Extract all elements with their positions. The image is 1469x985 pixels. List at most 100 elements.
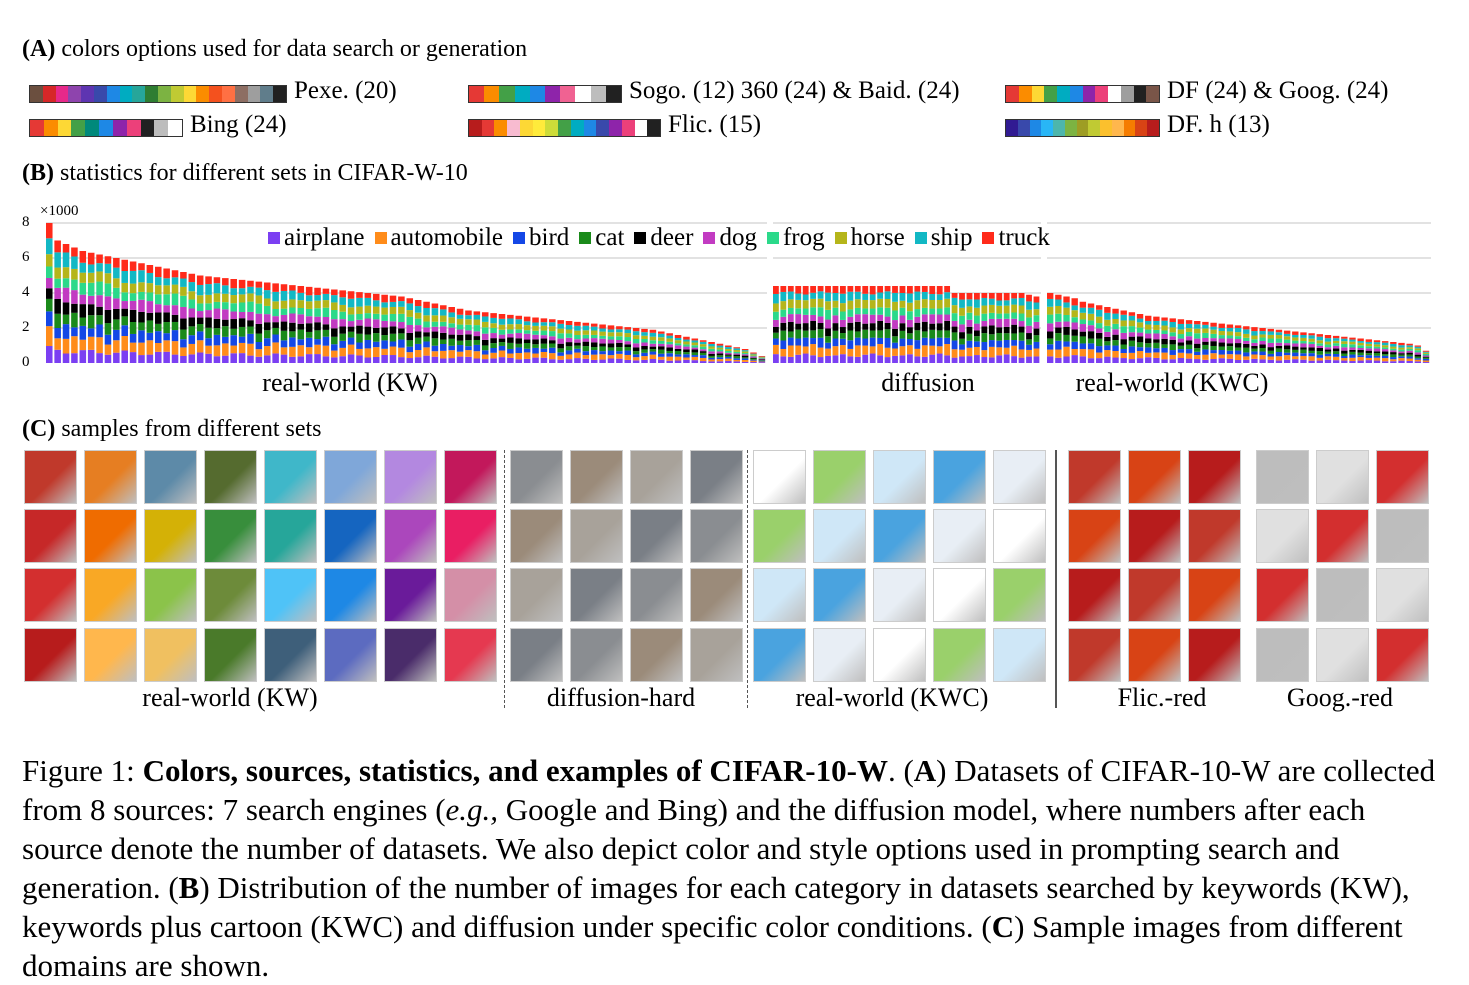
- bar-segment-deer: [490, 338, 497, 344]
- bar-segment-bird: [574, 348, 581, 353]
- bar-segment-airplane: [733, 361, 741, 363]
- bar-segment-horse: [1422, 352, 1430, 354]
- bar-segment-ship: [674, 337, 682, 341]
- bar-segment-deer: [869, 323, 876, 331]
- bar-segment-frog: [974, 315, 980, 324]
- bar-segment-truck: [289, 285, 296, 291]
- bar-segment-horse: [936, 299, 943, 309]
- bar-segment-dog: [599, 338, 606, 344]
- bar-segment-cat: [255, 333, 263, 343]
- bar-segment-bird: [1112, 345, 1119, 351]
- bar-segment-horse: [1316, 340, 1323, 344]
- bar-segment-cat: [974, 336, 980, 342]
- bar-segment-airplane: [632, 360, 640, 363]
- bar-segment-bird: [1145, 347, 1152, 353]
- bar-segment-bird: [1003, 339, 1010, 348]
- bar-segment-frog: [616, 336, 623, 340]
- bar-segment-deer: [1096, 332, 1103, 339]
- bar-segment-airplane: [456, 356, 464, 363]
- bar-segment-dog: [574, 339, 581, 343]
- bar-segment-horse: [1104, 319, 1111, 326]
- bar-segment-automobile: [46, 326, 53, 347]
- bar-segment-airplane: [146, 354, 154, 363]
- bar-segment-automobile: [1071, 349, 1078, 356]
- bar-segment-airplane: [1136, 358, 1144, 363]
- bar-segment-truck: [658, 331, 665, 334]
- bar-segment-airplane: [557, 359, 564, 363]
- legend-swatch: [982, 232, 995, 244]
- bar-segment-frog: [574, 335, 581, 340]
- bar-segment-cat: [1292, 349, 1299, 353]
- bar-segment-airplane: [725, 360, 732, 363]
- bar-segment-deer: [780, 322, 787, 331]
- divider-dashed-2: [747, 450, 748, 708]
- bar-segment-horse: [263, 298, 271, 306]
- bar-segment-ship: [213, 283, 221, 294]
- palette-swatch-2: [1005, 85, 1160, 103]
- bar-segment-truck: [364, 293, 372, 298]
- bar-segment-truck: [892, 286, 898, 293]
- bar-segment-frog: [1373, 346, 1381, 349]
- bar-segment-ship: [1087, 307, 1095, 314]
- bar-segment-cat: [113, 319, 120, 330]
- bar-segment-airplane: [1226, 358, 1234, 363]
- bar-segment-frog: [423, 321, 430, 328]
- legend-swatch: [703, 232, 716, 244]
- bar-segment-deer: [322, 324, 330, 330]
- bar-segment-cat: [1177, 345, 1185, 350]
- bar-segment-automobile: [456, 351, 464, 357]
- bar-segment-automobile: [1332, 356, 1340, 361]
- bar-segment-truck: [1033, 296, 1040, 303]
- bar-segment-horse: [481, 321, 489, 328]
- bar-segment-truck: [523, 316, 531, 322]
- sample-thumbnail: [570, 628, 623, 682]
- bar-segment-cat: [339, 333, 346, 341]
- sample-thumbnail: [444, 509, 497, 563]
- bar-segment-dog: [272, 316, 279, 323]
- bar-segment-horse: [787, 299, 794, 308]
- bar-segment-cat: [725, 355, 732, 358]
- bar-segment-dog: [1112, 329, 1119, 335]
- bar-segment-horse: [1349, 341, 1356, 345]
- bar-segment-airplane: [46, 346, 53, 363]
- bar-segment-truck: [54, 240, 61, 253]
- bar-segment-truck: [1357, 338, 1364, 342]
- bar-segment-ship: [1341, 338, 1348, 342]
- bar-segment-cat: [549, 343, 556, 348]
- bar-segment-ship: [1267, 331, 1274, 335]
- bar-segment-truck: [1011, 293, 1018, 299]
- bar-segment-truck: [230, 279, 237, 289]
- bar-segment-ship: [802, 294, 809, 301]
- bar-segment-airplane: [1349, 361, 1356, 363]
- bar-segment-automobile: [347, 344, 355, 355]
- sample-thumbnail: [753, 568, 806, 622]
- bar-segment-airplane: [465, 356, 472, 363]
- figure-caption: Figure 1: Colors, sources, statistics, a…: [22, 751, 1440, 985]
- bar-segment-airplane: [1185, 358, 1193, 363]
- bar-segment-frog: [708, 348, 715, 352]
- bar-segment-bird: [632, 354, 640, 358]
- bar-segment-truck: [87, 252, 95, 265]
- bar-segment-bird: [62, 324, 70, 339]
- bar-segment-deer: [79, 304, 87, 318]
- bar-segment-deer: [305, 323, 313, 332]
- bar-segment-frog: [832, 307, 839, 316]
- bar-segment-dog: [523, 333, 531, 340]
- bar-segment-truck: [1422, 350, 1430, 352]
- bar-segment-dog: [624, 341, 632, 345]
- bar-segment-dog: [936, 314, 943, 324]
- bar-segment-frog: [490, 327, 497, 334]
- bar-segment-bird: [1136, 347, 1144, 352]
- bar-segment-horse: [113, 278, 120, 288]
- bar-segment-ship: [862, 293, 869, 300]
- bar-segment-cat: [1251, 348, 1258, 352]
- bar-segment-ship: [104, 263, 112, 274]
- bar-segment-dog: [372, 319, 380, 328]
- bar-segment-automobile: [1026, 349, 1032, 357]
- bar-segment-ship: [490, 317, 497, 324]
- legend-item-dog: dog: [703, 224, 757, 252]
- bar-segment-frog: [364, 313, 372, 319]
- bar-segment-frog: [921, 307, 928, 315]
- bar-segment-automobile: [1414, 359, 1422, 362]
- bar-segment-automobile: [1096, 352, 1103, 359]
